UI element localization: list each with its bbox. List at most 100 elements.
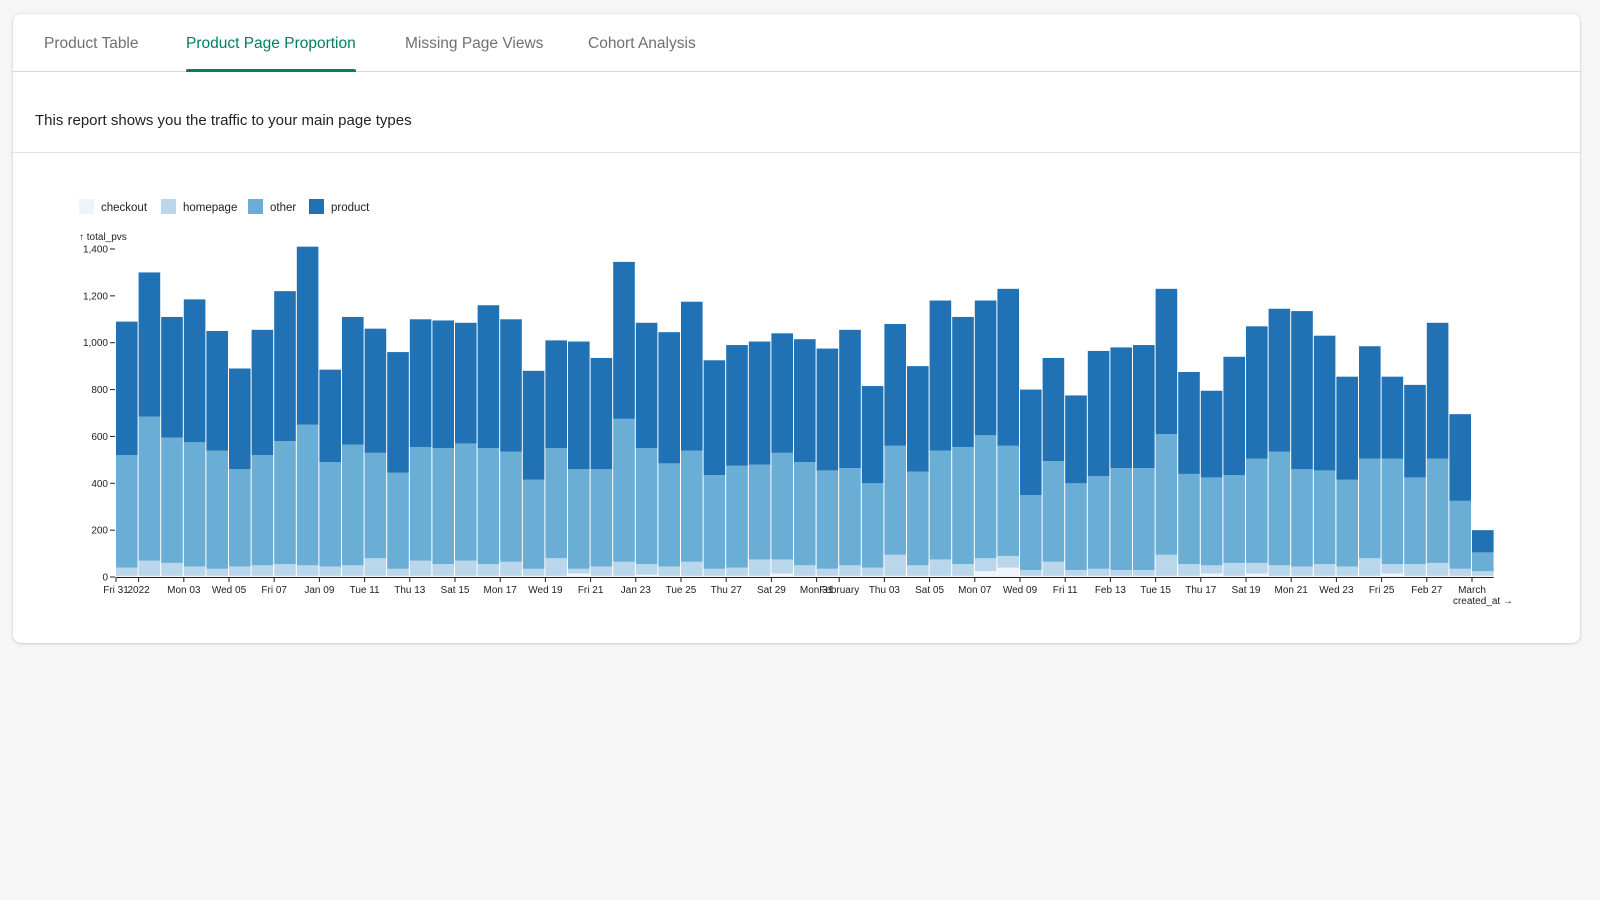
bar-segment-product — [929, 300, 952, 451]
bar-segment-homepage — [884, 554, 906, 576]
bar-segment-homepage — [138, 560, 161, 576]
bar-segment-product — [568, 341, 590, 470]
bar-stack — [861, 386, 884, 577]
bar-stack — [1200, 390, 1223, 577]
bar-segment-other — [658, 463, 680, 567]
bar-segment-homepage — [1246, 562, 1268, 574]
x-tick-label: Wed 09 — [1003, 585, 1038, 596]
bar-stack — [1291, 311, 1313, 577]
bar-segment-homepage — [929, 559, 952, 576]
bar-segment-other — [884, 445, 906, 555]
bar-segment-other — [907, 471, 929, 566]
bar-segment-product — [1065, 395, 1087, 484]
bar-segment-product — [1110, 347, 1132, 469]
bar-segment-homepage — [635, 564, 658, 575]
x-tick-label: February — [819, 585, 859, 596]
bar-segment-checkout — [183, 575, 206, 577]
bar-segment-homepage — [907, 565, 929, 576]
bar-segment-checkout — [274, 575, 296, 577]
bar-segment-other — [726, 465, 748, 568]
tab-missing-page-views[interactable]: Missing Page Views — [405, 14, 543, 71]
bar-segment-product — [997, 288, 1019, 446]
legend-label: other — [270, 202, 296, 214]
bar-segment-other — [251, 455, 274, 566]
legend-label: product — [331, 202, 370, 214]
bar-segment-homepage — [1020, 569, 1042, 576]
bar-segment-checkout — [658, 575, 680, 577]
bar-segment-product — [1404, 384, 1426, 478]
bar-segment-homepage — [319, 566, 341, 576]
bar-segment-product — [884, 323, 906, 446]
bar-segment-homepage — [703, 568, 726, 576]
tab-label: Missing Page Views — [405, 35, 544, 52]
bar-segment-homepage — [1223, 562, 1245, 576]
bar-segment-homepage — [455, 560, 477, 576]
tab-product-table[interactable]: Product Table — [44, 14, 139, 71]
bar-stack — [1313, 335, 1336, 577]
bar-stack — [206, 331, 228, 577]
legend-item: homepage — [161, 199, 237, 214]
bar-segment-homepage — [206, 568, 228, 576]
x-tick-label: Tue 11 — [350, 585, 380, 596]
bar-stack — [1042, 357, 1065, 577]
bar-segment-other — [794, 462, 816, 566]
bar-segment-other — [748, 464, 771, 560]
bar-segment-homepage — [1200, 565, 1223, 574]
bar-segment-other — [1291, 469, 1313, 567]
bar-segment-checkout — [1042, 575, 1065, 577]
bar-segment-other — [816, 470, 839, 569]
bar-segment-homepage — [1268, 565, 1291, 576]
tab-label: Cohort Analysis — [588, 35, 696, 52]
bar-segment-other — [1313, 470, 1336, 565]
bar-segment-other — [455, 443, 477, 561]
bar-segment-product — [1133, 345, 1155, 469]
bar-segment-checkout — [1472, 575, 1494, 577]
bar-stack — [387, 352, 409, 577]
x-tick-label: Fri 21 — [578, 585, 604, 596]
bar-stack — [274, 291, 296, 577]
bar-segment-other — [522, 479, 545, 569]
bar-segment-checkout — [794, 575, 816, 577]
bar-segment-product — [1449, 414, 1471, 501]
bar-stack — [1087, 350, 1110, 577]
bar-segment-other — [274, 441, 296, 565]
tab-product-page-proportion[interactable]: Product Page Proportion — [186, 14, 356, 72]
bar-segment-homepage — [681, 561, 703, 576]
bar-segment-other — [1155, 434, 1178, 555]
bar-segment-checkout — [952, 575, 974, 577]
bar-segment-product — [794, 339, 816, 463]
tab-cohort-analysis[interactable]: Cohort Analysis — [588, 14, 696, 71]
bar-segment-other — [409, 446, 432, 561]
x-tick-label: Fri 07 — [261, 585, 287, 596]
bar-segment-homepage — [545, 558, 567, 576]
bar-segment-homepage — [816, 568, 839, 576]
bar-stack — [613, 261, 635, 577]
report-card: Product Table Product Page Proportion Mi… — [13, 14, 1580, 643]
bar-segment-homepage — [296, 565, 319, 576]
bar-segment-checkout — [409, 575, 432, 577]
legend-swatch — [161, 199, 176, 214]
bar-segment-other — [364, 452, 387, 559]
bar-segment-product — [907, 366, 929, 472]
bar-segment-product — [703, 360, 726, 476]
bar-segment-checkout — [1133, 575, 1155, 577]
legend-item: checkout — [79, 199, 148, 214]
bar-stack — [884, 323, 906, 577]
bar-stack — [545, 340, 567, 577]
bar-segment-product — [658, 332, 680, 464]
bar-segment-checkout — [1404, 575, 1426, 577]
bar-segment-other — [590, 469, 613, 567]
y-axis-label: ↑ total_pvs — [79, 232, 127, 243]
bar-segment-other — [1200, 477, 1223, 566]
bar-segment-other — [568, 469, 590, 569]
x-tick-label: Sat 29 — [757, 585, 786, 596]
bar-stack — [1404, 384, 1426, 577]
bar-segment-checkout — [342, 575, 364, 577]
bar-stack — [342, 316, 364, 577]
bar-segment-product — [1426, 322, 1449, 459]
bar-segment-other — [1246, 458, 1268, 563]
bar-stack — [952, 316, 974, 577]
x-tick-label: March — [1458, 585, 1486, 596]
bar-segment-other — [839, 468, 861, 566]
bar-segment-other — [681, 450, 703, 562]
